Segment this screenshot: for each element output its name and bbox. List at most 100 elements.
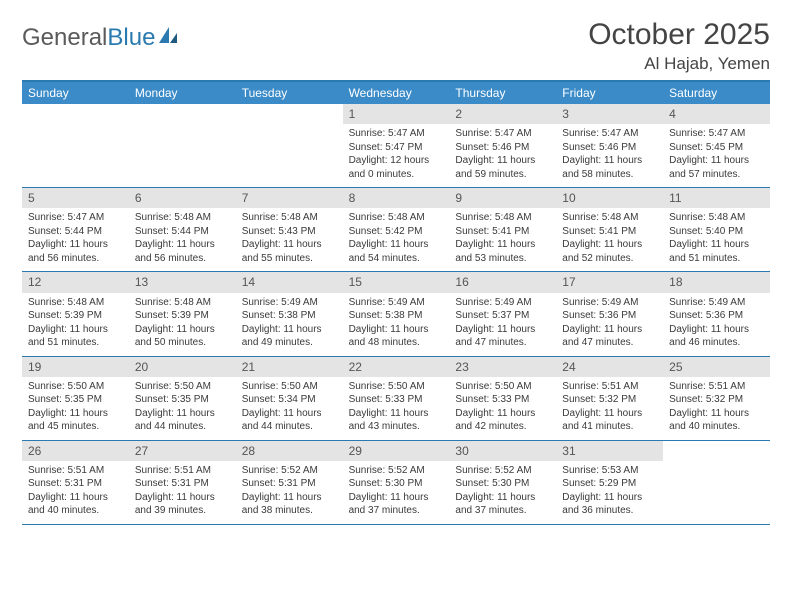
sunrise-line: Sunrise: 5:48 AM <box>135 211 230 225</box>
day-number: 15 <box>343 272 450 292</box>
day-number: 31 <box>556 441 663 461</box>
day-cell: 1Sunrise: 5:47 AMSunset: 5:47 PMDaylight… <box>343 104 450 187</box>
daylight-line: Daylight: 11 hours and 48 minutes. <box>349 323 444 350</box>
day-number: 12 <box>22 272 129 292</box>
sunrise-line: Sunrise: 5:49 AM <box>562 296 657 310</box>
day-number: 26 <box>22 441 129 461</box>
page-title: October 2025 <box>588 18 770 52</box>
day-number: 21 <box>236 357 343 377</box>
sunset-line: Sunset: 5:36 PM <box>562 309 657 323</box>
location-subtitle: Al Hajab, Yemen <box>588 54 770 74</box>
sunset-line: Sunset: 5:37 PM <box>455 309 550 323</box>
day-number: 8 <box>343 188 450 208</box>
calendar: SundayMondayTuesdayWednesdayThursdayFrid… <box>22 80 770 525</box>
sunset-line: Sunset: 5:41 PM <box>455 225 550 239</box>
day-number: 3 <box>556 104 663 124</box>
sunrise-line: Sunrise: 5:50 AM <box>349 380 444 394</box>
day-number: 22 <box>343 357 450 377</box>
sunset-line: Sunset: 5:44 PM <box>28 225 123 239</box>
day-number: 30 <box>449 441 556 461</box>
sunrise-line: Sunrise: 5:51 AM <box>669 380 764 394</box>
daylight-line: Daylight: 11 hours and 40 minutes. <box>669 407 764 434</box>
daylight-line: Daylight: 11 hours and 42 minutes. <box>455 407 550 434</box>
header: GeneralBlue October 2025 Al Hajab, Yemen <box>22 18 770 74</box>
daylight-line: Daylight: 11 hours and 43 minutes. <box>349 407 444 434</box>
sunrise-line: Sunrise: 5:48 AM <box>669 211 764 225</box>
logo-text-blue: Blue <box>107 24 155 52</box>
daylight-line: Daylight: 11 hours and 41 minutes. <box>562 407 657 434</box>
week-row: 19Sunrise: 5:50 AMSunset: 5:35 PMDayligh… <box>22 357 770 441</box>
sunset-line: Sunset: 5:33 PM <box>349 393 444 407</box>
day-number: 20 <box>129 357 236 377</box>
sunset-line: Sunset: 5:33 PM <box>455 393 550 407</box>
daylight-line: Daylight: 11 hours and 46 minutes. <box>669 323 764 350</box>
sunset-line: Sunset: 5:43 PM <box>242 225 337 239</box>
weekday-label: Sunday <box>22 82 129 104</box>
sunset-line: Sunset: 5:32 PM <box>562 393 657 407</box>
day-number: 5 <box>22 188 129 208</box>
sunrise-line: Sunrise: 5:47 AM <box>669 127 764 141</box>
daylight-line: Daylight: 11 hours and 39 minutes. <box>135 491 230 518</box>
day-number: 27 <box>129 441 236 461</box>
sunrise-line: Sunrise: 5:51 AM <box>562 380 657 394</box>
sunset-line: Sunset: 5:35 PM <box>28 393 123 407</box>
weekday-label: Wednesday <box>343 82 450 104</box>
daylight-line: Daylight: 11 hours and 55 minutes. <box>242 238 337 265</box>
sunrise-line: Sunrise: 5:51 AM <box>28 464 123 478</box>
logo: GeneralBlue <box>22 18 179 52</box>
daylight-line: Daylight: 11 hours and 38 minutes. <box>242 491 337 518</box>
day-cell: 29Sunrise: 5:52 AMSunset: 5:30 PMDayligh… <box>343 441 450 524</box>
day-cell: 2Sunrise: 5:47 AMSunset: 5:46 PMDaylight… <box>449 104 556 187</box>
weekday-header: SundayMondayTuesdayWednesdayThursdayFrid… <box>22 82 770 104</box>
day-cell: 14Sunrise: 5:49 AMSunset: 5:38 PMDayligh… <box>236 272 343 355</box>
day-cell: 7Sunrise: 5:48 AMSunset: 5:43 PMDaylight… <box>236 188 343 271</box>
sunrise-line: Sunrise: 5:48 AM <box>455 211 550 225</box>
day-number: 16 <box>449 272 556 292</box>
sunset-line: Sunset: 5:30 PM <box>455 477 550 491</box>
day-cell: 13Sunrise: 5:48 AMSunset: 5:39 PMDayligh… <box>129 272 236 355</box>
day-cell: 21Sunrise: 5:50 AMSunset: 5:34 PMDayligh… <box>236 357 343 440</box>
sunrise-line: Sunrise: 5:52 AM <box>455 464 550 478</box>
sunset-line: Sunset: 5:41 PM <box>562 225 657 239</box>
sunrise-line: Sunrise: 5:47 AM <box>562 127 657 141</box>
daylight-line: Daylight: 11 hours and 56 minutes. <box>135 238 230 265</box>
day-cell: 11Sunrise: 5:48 AMSunset: 5:40 PMDayligh… <box>663 188 770 271</box>
sail-icon <box>157 24 179 52</box>
sunset-line: Sunset: 5:31 PM <box>135 477 230 491</box>
day-cell: 9Sunrise: 5:48 AMSunset: 5:41 PMDaylight… <box>449 188 556 271</box>
sunset-line: Sunset: 5:39 PM <box>28 309 123 323</box>
day-number: 28 <box>236 441 343 461</box>
sunset-line: Sunset: 5:47 PM <box>349 141 444 155</box>
week-row: 12Sunrise: 5:48 AMSunset: 5:39 PMDayligh… <box>22 272 770 356</box>
day-cell: 31Sunrise: 5:53 AMSunset: 5:29 PMDayligh… <box>556 441 663 524</box>
weeks-container: ...1Sunrise: 5:47 AMSunset: 5:47 PMDayli… <box>22 104 770 525</box>
sunrise-line: Sunrise: 5:50 AM <box>242 380 337 394</box>
daylight-line: Daylight: 11 hours and 37 minutes. <box>349 491 444 518</box>
daylight-line: Daylight: 11 hours and 47 minutes. <box>562 323 657 350</box>
day-cell: . <box>22 104 129 187</box>
day-cell: 20Sunrise: 5:50 AMSunset: 5:35 PMDayligh… <box>129 357 236 440</box>
day-cell: 22 Sunrise: 5:50 AMSunset: 5:33 PMDayligh… <box>343 357 450 440</box>
daylight-line: Daylight: 11 hours and 52 minutes. <box>562 238 657 265</box>
daylight-line: Daylight: 11 hours and 59 minutes. <box>455 154 550 181</box>
sunset-line: Sunset: 5:31 PM <box>28 477 123 491</box>
sunrise-line: Sunrise: 5:50 AM <box>135 380 230 394</box>
sunset-line: Sunset: 5:32 PM <box>669 393 764 407</box>
daylight-line: Daylight: 12 hours and 0 minutes. <box>349 154 444 181</box>
sunrise-line: Sunrise: 5:53 AM <box>562 464 657 478</box>
sunset-line: Sunset: 5:40 PM <box>669 225 764 239</box>
daylight-line: Daylight: 11 hours and 54 minutes. <box>349 238 444 265</box>
day-cell: . <box>663 441 770 524</box>
sunrise-line: Sunrise: 5:48 AM <box>349 211 444 225</box>
sunset-line: Sunset: 5:31 PM <box>242 477 337 491</box>
daylight-line: Daylight: 11 hours and 57 minutes. <box>669 154 764 181</box>
weekday-label: Saturday <box>663 82 770 104</box>
day-cell: 15Sunrise: 5:49 AMSunset: 5:38 PMDayligh… <box>343 272 450 355</box>
daylight-line: Daylight: 11 hours and 49 minutes. <box>242 323 337 350</box>
daylight-line: Daylight: 11 hours and 44 minutes. <box>135 407 230 434</box>
sunset-line: Sunset: 5:46 PM <box>562 141 657 155</box>
daylight-line: Daylight: 11 hours and 45 minutes. <box>28 407 123 434</box>
day-number: 13 <box>129 272 236 292</box>
sunset-line: Sunset: 5:36 PM <box>669 309 764 323</box>
day-cell: 26Sunrise: 5:51 AMSunset: 5:31 PMDayligh… <box>22 441 129 524</box>
